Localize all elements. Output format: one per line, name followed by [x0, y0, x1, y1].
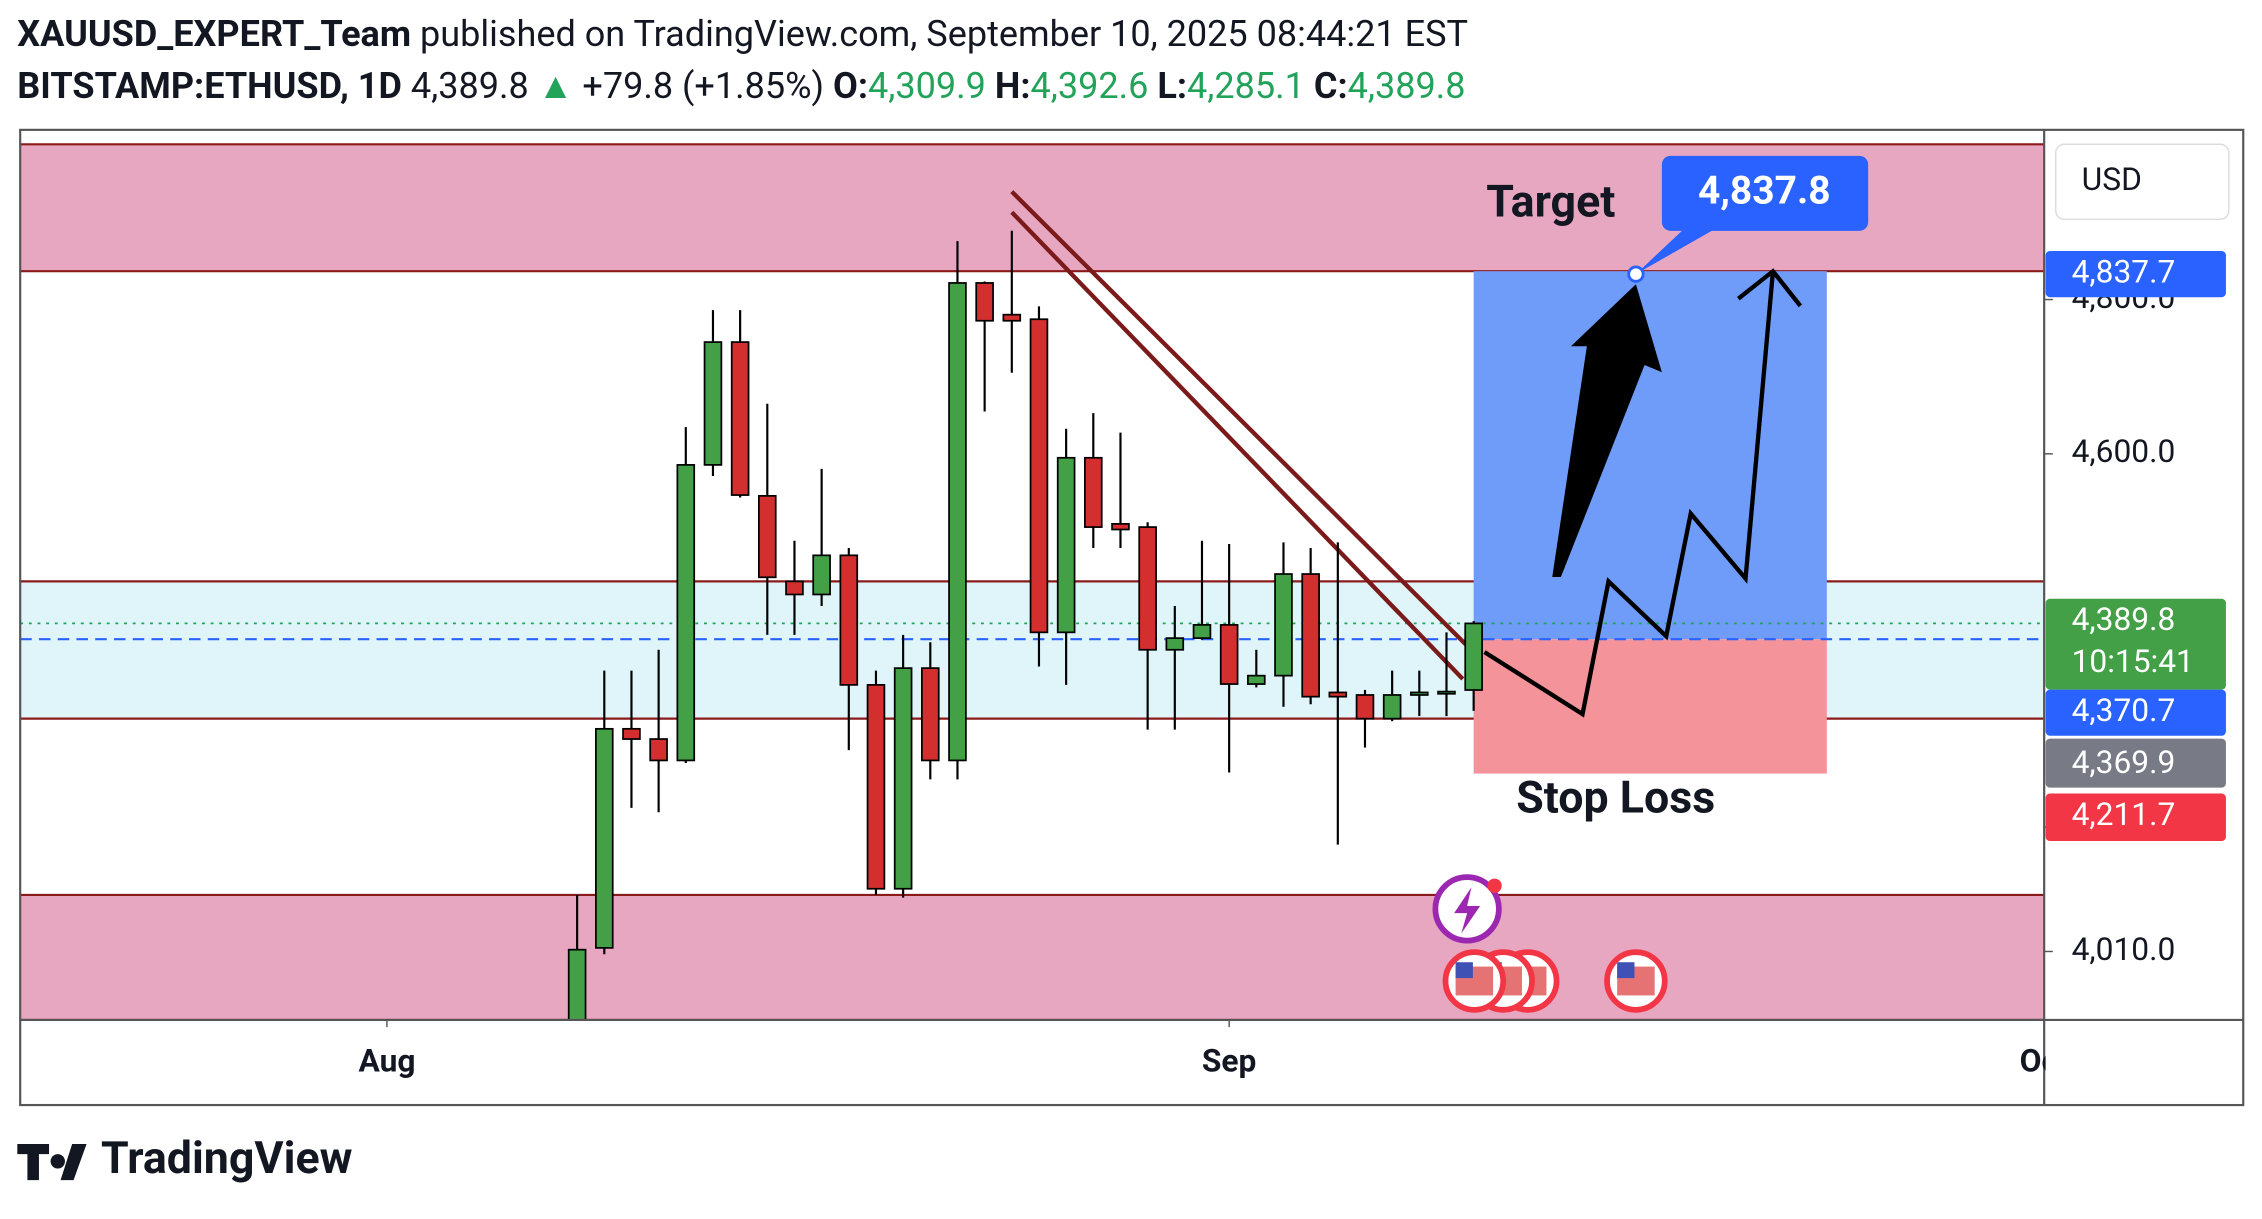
logo-mark [17, 1144, 87, 1181]
candle-body [1355, 694, 1375, 720]
candle-body [839, 554, 859, 686]
callout-box [1661, 155, 1869, 231]
profit-zone [1473, 271, 1827, 640]
loss-zone [1473, 639, 1827, 774]
candle-body [1029, 318, 1049, 634]
axis-mask [2045, 1027, 2242, 1104]
trendline [1010, 190, 1476, 654]
candle-body [1192, 624, 1212, 640]
trendline [1010, 210, 1465, 681]
candle-body [948, 282, 967, 762]
zone [20, 894, 2045, 1020]
candle-body [893, 667, 913, 890]
candle-body [921, 667, 940, 762]
candle-body [1301, 573, 1320, 698]
symbol: BITSTAMP:ETHUSD, 1D [17, 65, 402, 107]
candle-body [1274, 573, 1293, 677]
candle-body [812, 554, 831, 596]
callout-pointer [1635, 227, 1717, 275]
h-label: H: [995, 65, 1031, 107]
callout-anchor [1627, 265, 1645, 283]
last: 4,389.8 [411, 65, 529, 107]
candle-body [1138, 526, 1157, 651]
price-badge [2045, 689, 2226, 736]
candle-body [622, 727, 641, 740]
price-badge [2045, 598, 2226, 690]
candle-body [1247, 674, 1266, 685]
l: 4,285.1 [1187, 65, 1305, 107]
candle-body [676, 464, 696, 762]
y-tick-label: 4,600.0 [2072, 433, 2176, 470]
publish-line: XAUUSD_EXPERT_Team published on TradingV… [17, 13, 1468, 55]
target-label: Target [1486, 176, 1615, 228]
price-badge [2045, 793, 2226, 842]
stop-label: Stop Loss [1516, 771, 1715, 823]
o: 4,309.9 [868, 65, 986, 107]
h: 4,392.6 [1031, 65, 1149, 107]
candle-body [785, 580, 804, 596]
c: 4,389.8 [1348, 65, 1466, 107]
price-badge [2045, 738, 2226, 788]
x-tick-label: Sep [1202, 1043, 1257, 1080]
unit-label: USD [2082, 161, 2142, 198]
o-label: O: [833, 65, 868, 107]
projection-arrowhead [1736, 268, 1803, 308]
callout-value: 4,837.8 [1698, 168, 1831, 214]
author: XAUUSD_EXPERT_Team [17, 13, 411, 55]
big-arrow [1552, 284, 1662, 578]
overlay: Target 4,837.8 Stop Loss [1486, 155, 1869, 823]
price-badge-label: 4,837.7 [2072, 253, 2176, 290]
candle-body [1165, 637, 1185, 651]
plot [20, 143, 2045, 1020]
event-dot [1487, 878, 1502, 893]
ohlc-line: BITSTAMP:ETHUSD, 1D 4,389.8 ▲ +79.8 (+1.… [17, 65, 1465, 107]
x-tick-label: Aug [358, 1043, 415, 1080]
candle-body [1002, 313, 1022, 322]
candle-body [567, 948, 587, 1020]
unit-box [2054, 143, 2230, 221]
candle-body [975, 282, 994, 322]
price-badge-label: 4,389.8 [2072, 601, 2176, 638]
l-label: L: [1157, 65, 1187, 107]
candle-body [1219, 624, 1239, 685]
candle-body [1410, 691, 1429, 696]
price-badge-label: 4,211.7 [2072, 796, 2176, 833]
chart-frame [19, 128, 2245, 1107]
price-badge-label: 4,370.7 [2072, 692, 2176, 729]
candle-body [1464, 622, 1483, 691]
event-bolt [1454, 887, 1481, 934]
candle-body [1382, 694, 1402, 720]
candle-body [703, 341, 723, 466]
candle-body [866, 684, 886, 890]
price-badge-label: 10:15:41 [2072, 643, 2194, 680]
arrow: ▲ [538, 65, 574, 107]
candle-body [649, 738, 668, 762]
c-label: C: [1314, 65, 1348, 107]
candle-body [1328, 691, 1348, 698]
candle-body [1111, 523, 1130, 531]
candle-body [730, 341, 750, 496]
candle-body [1056, 456, 1076, 634]
candle-body [595, 727, 614, 949]
price-axis: 4,800.04,600.04,150.04,010.0AugSepOct4,8… [358, 251, 2242, 1104]
flag-canton [1455, 962, 1473, 979]
price-badge-label: 4,369.9 [2072, 744, 2176, 781]
footer-logo: TradingView [17, 1132, 353, 1184]
flag-canton [1617, 962, 1635, 979]
candle-body [1437, 690, 1456, 695]
change: +79.8 (+1.85%) [582, 65, 824, 107]
logo-text: TradingView [101, 1132, 353, 1184]
projection-path [1483, 271, 1776, 718]
candle-body [758, 494, 777, 579]
candle-body [1084, 456, 1103, 528]
published: published on TradingView.com, September … [420, 13, 1468, 55]
y-tick-label: 4,010.0 [2072, 931, 2176, 968]
price-badge [2045, 251, 2226, 298]
